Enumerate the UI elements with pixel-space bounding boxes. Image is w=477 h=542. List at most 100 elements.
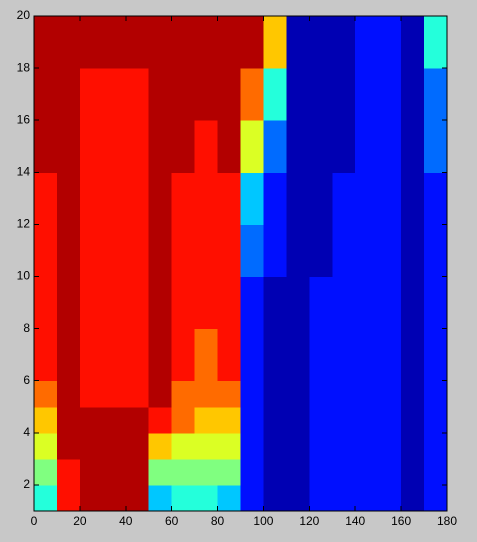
contour-cell xyxy=(286,380,310,408)
contour-cell xyxy=(424,328,448,382)
contour-cell xyxy=(194,16,219,69)
contour-cell xyxy=(194,484,219,512)
contour-cell xyxy=(355,276,379,330)
contour-cell xyxy=(424,432,448,460)
contour-cell xyxy=(79,432,104,460)
contour-cell xyxy=(240,458,264,486)
contour-cell xyxy=(263,276,287,330)
contour-cell xyxy=(309,16,333,69)
contour-cell xyxy=(56,16,81,69)
contour-cell xyxy=(79,16,104,69)
contour-cell xyxy=(79,458,104,486)
contour-cell xyxy=(56,406,81,434)
contour-cell xyxy=(378,68,402,121)
contour-cell xyxy=(309,328,333,382)
contour-cell xyxy=(263,328,287,382)
y-tick-label: 8 xyxy=(23,321,30,335)
contour-cell xyxy=(263,68,287,121)
contour-cell xyxy=(102,172,127,225)
contour-cell xyxy=(148,120,173,173)
contour-cell xyxy=(217,328,241,382)
contour-cell xyxy=(217,458,241,486)
contour-cell xyxy=(148,224,173,278)
x-tick-label: 20 xyxy=(73,514,87,528)
contour-cell xyxy=(102,224,127,278)
contour-cell xyxy=(378,276,402,330)
contour-cell xyxy=(217,16,241,69)
contour-cell xyxy=(286,328,310,382)
contour-cell xyxy=(125,406,150,434)
contour-cell xyxy=(240,276,264,330)
contour-cell xyxy=(56,172,81,225)
contour-cell xyxy=(148,406,173,434)
contour-cell xyxy=(378,328,402,382)
plot-frame xyxy=(33,15,448,512)
contour-cell xyxy=(34,406,58,434)
contour-cell xyxy=(240,68,264,121)
contour-cell xyxy=(102,16,127,69)
y-tick-label: 16 xyxy=(17,112,31,126)
contour-cell xyxy=(125,172,150,225)
contour-cell xyxy=(332,458,356,486)
contour-cell xyxy=(263,380,287,408)
contour-cell xyxy=(148,484,173,512)
contour-cell xyxy=(171,328,196,382)
contour-cell xyxy=(355,484,379,512)
contour-cell xyxy=(79,68,104,121)
contour-cell xyxy=(56,120,81,173)
contour-cell xyxy=(125,224,150,278)
contour-cell xyxy=(332,16,356,69)
contour-cell xyxy=(79,380,104,408)
contour-cell xyxy=(240,406,264,434)
contour-cell xyxy=(332,484,356,512)
contour-cell xyxy=(171,484,196,512)
contour-cell xyxy=(194,432,219,460)
y-tick-label: 2 xyxy=(23,477,30,491)
contour-cell xyxy=(194,458,219,486)
contour-cell xyxy=(194,276,219,330)
contour-cell xyxy=(263,432,287,460)
contour-cell xyxy=(263,224,287,278)
contour-cell xyxy=(263,172,287,225)
contour-cell xyxy=(217,484,241,512)
contour-cell xyxy=(79,484,104,512)
contour-cell xyxy=(194,406,219,434)
contour-cell xyxy=(217,68,241,121)
contour-cell xyxy=(56,458,81,486)
contour-cell xyxy=(102,432,127,460)
contour-cell xyxy=(332,120,356,173)
contour-cell xyxy=(332,68,356,121)
contour-cell xyxy=(34,172,58,225)
contour-cell xyxy=(34,458,58,486)
contour-cell xyxy=(217,172,241,225)
contour-cell xyxy=(56,432,81,460)
contour-cell xyxy=(194,224,219,278)
contour-cell xyxy=(401,432,425,460)
contour-cell xyxy=(286,120,310,173)
y-tick-label: 6 xyxy=(23,373,30,387)
contour-cell xyxy=(194,172,219,225)
contour-cell xyxy=(355,120,379,173)
contour-cell xyxy=(56,484,81,512)
contour-cell xyxy=(355,16,379,69)
contour-cell xyxy=(217,432,241,460)
contour-cell xyxy=(56,68,81,121)
contour-cell xyxy=(148,328,173,382)
contour-cell xyxy=(286,172,310,225)
contour-cell xyxy=(378,406,402,434)
x-tick-label: 0 xyxy=(31,514,38,528)
contour-cell xyxy=(355,328,379,382)
contour-cell xyxy=(125,432,150,460)
contour-cell xyxy=(79,224,104,278)
contour-cell xyxy=(332,276,356,330)
contour-cell xyxy=(263,458,287,486)
contour-cell xyxy=(332,406,356,434)
contour-cell xyxy=(240,432,264,460)
contour-cell xyxy=(309,458,333,486)
contour-cell xyxy=(286,16,310,69)
contour-cell xyxy=(424,16,448,69)
contour-cell xyxy=(355,172,379,225)
contour-cell xyxy=(217,224,241,278)
contour-cell xyxy=(217,380,241,408)
contour-cell xyxy=(240,224,264,278)
